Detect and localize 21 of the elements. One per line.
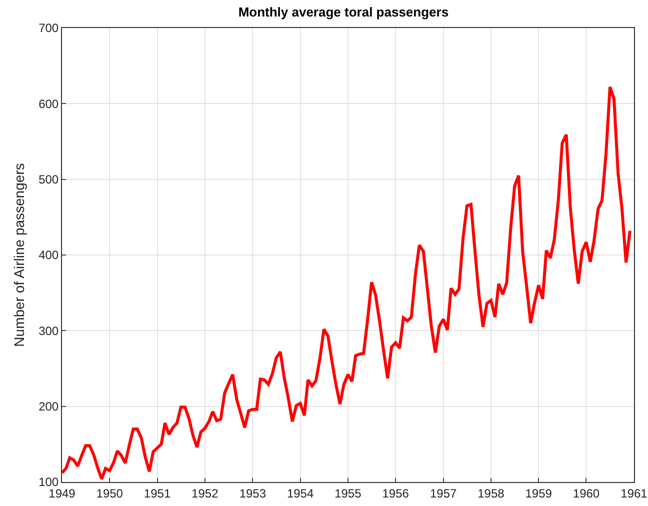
x-tick-label: 1953 — [239, 486, 266, 500]
y-tick-label: 400 — [38, 248, 59, 262]
y-tick-label: 600 — [38, 96, 59, 111]
y-tick-label: 700 — [38, 21, 59, 36]
y-tick-label: 300 — [38, 324, 59, 338]
x-tick-label: 1960 — [572, 486, 600, 500]
x-tick-label: 1961 — [620, 486, 648, 500]
x-tick-label: 1956 — [382, 486, 410, 500]
x-tick-label: 1955 — [334, 486, 362, 500]
x-tick-label: 1951 — [144, 486, 171, 500]
x-tick-label: 1952 — [192, 486, 219, 500]
x-tick-label: 1958 — [478, 486, 505, 500]
line-series — [62, 86, 632, 480]
chart-title: Monthly average toral passengers — [238, 4, 449, 20]
x-tick-label: 1957 — [430, 486, 457, 500]
x-tick-label: 1954 — [286, 486, 314, 500]
y-axis-title: Number of Airline passengers — [11, 163, 27, 347]
y-tick-label: 500 — [38, 172, 59, 187]
x-tick-label: 1959 — [525, 486, 552, 500]
x-tick-label: 1950 — [96, 486, 124, 500]
y-tick-label: 200 — [38, 400, 59, 414]
